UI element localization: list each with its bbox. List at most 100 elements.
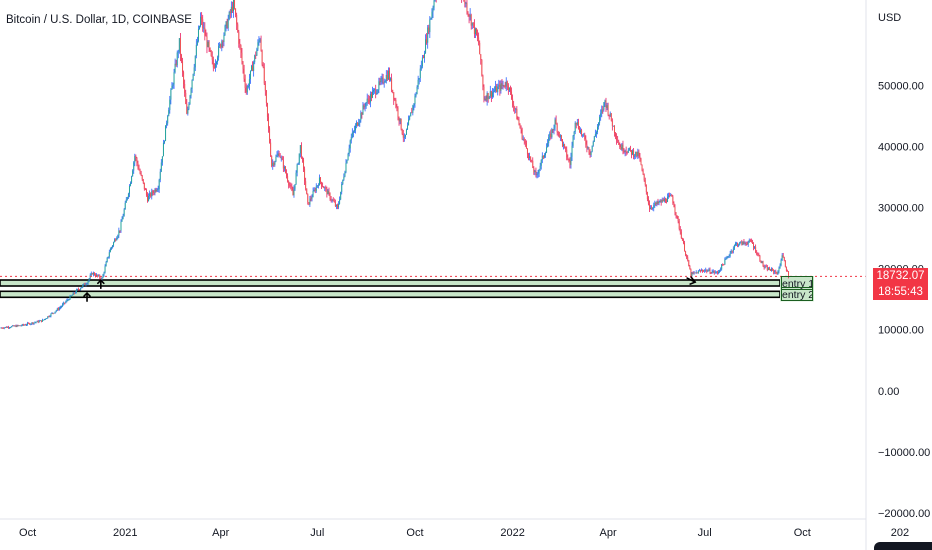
candle-body: [161, 156, 163, 163]
candle-body: [533, 167, 535, 173]
candle-body: [202, 19, 204, 29]
candle-body: [206, 36, 208, 47]
candle-body: [143, 182, 145, 190]
price-axis[interactable]: 50000.0040000.0030000.0020000.0010000.00…: [878, 80, 930, 519]
candle-body: [565, 146, 567, 150]
entry-band[interactable]: [0, 290, 781, 299]
candle-body: [334, 202, 336, 207]
candle-body: [641, 164, 643, 171]
candle-body: [637, 151, 639, 157]
candle-body: [232, 0, 234, 12]
candle-body: [191, 79, 193, 89]
candle-body: [535, 170, 537, 175]
candle-body: [39, 320, 41, 322]
candle-body: [769, 269, 771, 271]
candle-body: [358, 123, 360, 126]
candle-body: [142, 179, 144, 183]
candle-body: [259, 39, 261, 41]
candle-body: [693, 272, 695, 274]
candle-body: [239, 43, 241, 46]
candle-body: [95, 275, 97, 277]
entry-2-label[interactable]: entry 2: [781, 287, 813, 302]
annotation-arrow[interactable]: [97, 279, 105, 290]
candle-body: [578, 128, 580, 133]
time-axis[interactable]: Oct 2021 Apr Jul Oct 2022 Apr Jul Oct 202: [19, 527, 909, 539]
candle-body: [575, 122, 577, 125]
candle-body: [244, 78, 246, 88]
candle-body: [271, 156, 273, 166]
candle-body: [311, 197, 313, 199]
candle-body: [652, 208, 654, 209]
annotation-arrow[interactable]: [686, 276, 697, 285]
candle-body: [385, 75, 387, 82]
candle-body: [1, 327, 3, 329]
candle-body: [586, 144, 588, 149]
candle-body: [662, 199, 664, 202]
candle-body: [392, 89, 394, 93]
candle-body: [213, 67, 215, 69]
candle-body: [663, 198, 665, 202]
candle-body: [492, 91, 494, 93]
candle-body: [422, 57, 424, 59]
candle-body: [68, 299, 70, 301]
candle-body: [658, 201, 660, 204]
candle-body: [19, 325, 21, 327]
candle-body: [355, 125, 357, 131]
candle-body: [411, 112, 413, 114]
time-tick-label: Apr: [600, 527, 617, 539]
tradingview-logo[interactable]: [874, 542, 932, 550]
price-tick-label: −10000.00: [878, 447, 930, 459]
candle-body: [51, 312, 53, 314]
candle-body: [278, 153, 280, 157]
candle-body: [30, 323, 32, 325]
candle-body: [303, 159, 305, 169]
entry-1-label[interactable]: entry 1: [781, 276, 813, 290]
candle-body: [780, 260, 782, 266]
candle-body: [173, 72, 175, 85]
candle-body: [236, 14, 238, 25]
candle-body: [376, 92, 378, 95]
candle-body: [703, 270, 705, 272]
candle-body: [602, 109, 604, 111]
candle-body: [88, 278, 90, 281]
candle-body: [402, 134, 404, 138]
candle-body: [226, 21, 228, 29]
candle-body: [504, 86, 506, 88]
candle-body: [775, 271, 777, 273]
candle-body: [523, 138, 525, 142]
candle-body: [395, 99, 397, 107]
candle-body: [643, 174, 645, 181]
candle-body: [341, 184, 343, 192]
candle-body: [695, 272, 697, 274]
candle-body: [149, 193, 151, 197]
candle-body: [368, 99, 370, 103]
candle-body: [727, 256, 729, 258]
candle-body: [497, 86, 499, 93]
candle-body: [363, 105, 365, 107]
candle-body: [2, 328, 4, 329]
candle-body: [214, 64, 216, 68]
candle-body: [41, 319, 43, 322]
candle-body: [773, 269, 775, 273]
candle-body: [63, 302, 65, 305]
candle-body: [612, 125, 614, 127]
candle-body: [74, 292, 76, 294]
candle-body: [764, 266, 766, 268]
candle-body: [54, 311, 56, 313]
candle-body: [225, 21, 227, 27]
candle-body: [767, 268, 769, 271]
candle-body: [603, 102, 605, 110]
entry-band[interactable]: [0, 279, 781, 287]
candle-body: [134, 155, 136, 163]
candle-body: [197, 28, 199, 41]
annotation-arrow[interactable]: [83, 291, 91, 302]
candle-body: [672, 196, 674, 204]
candle-body: [745, 242, 747, 245]
candle-body: [547, 143, 549, 148]
candle-body: [210, 50, 212, 57]
candle-body: [43, 319, 45, 321]
candle-body: [516, 109, 518, 120]
candle-body: [247, 86, 249, 87]
candle-body: [326, 188, 328, 195]
